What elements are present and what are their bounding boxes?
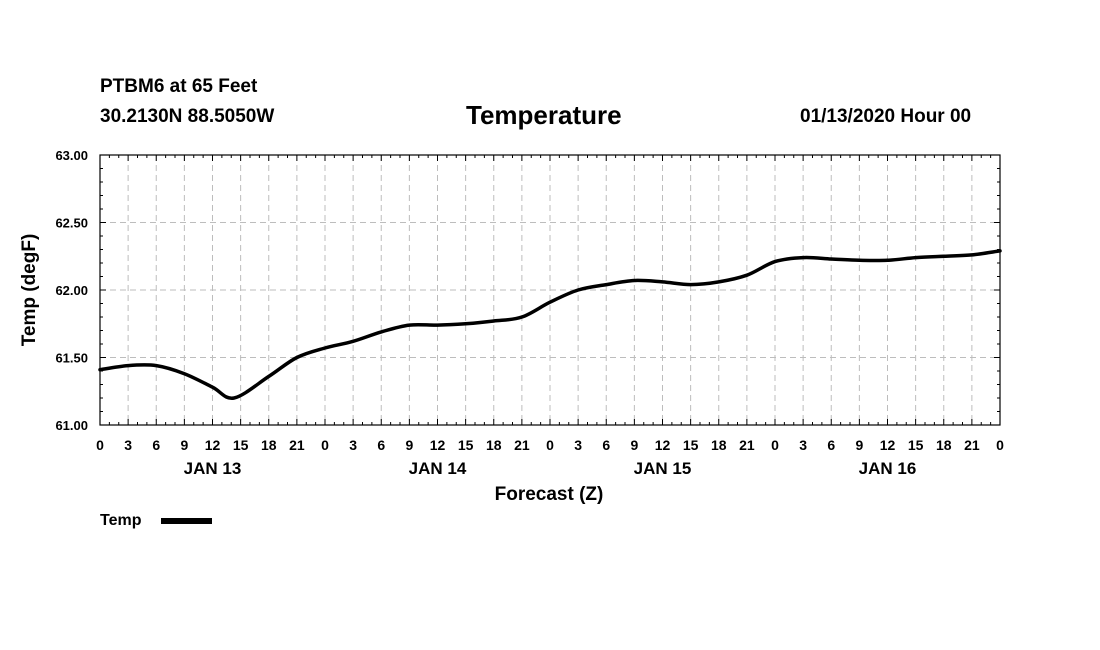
x-tick-label: 15 bbox=[683, 437, 699, 453]
x-tick-label: 18 bbox=[261, 437, 277, 453]
x-tick-label: 0 bbox=[771, 437, 779, 453]
y-tick-label: 63.00 bbox=[55, 148, 88, 163]
x-axis-label: Forecast (Z) bbox=[495, 484, 604, 505]
grid-lines bbox=[100, 155, 1000, 425]
x-tick-label: 15 bbox=[233, 437, 249, 453]
x-tick-label: 3 bbox=[799, 437, 807, 453]
x-tick-label: 21 bbox=[964, 437, 980, 453]
x-tick-label: 18 bbox=[711, 437, 727, 453]
day-label: JAN 15 bbox=[634, 459, 692, 478]
x-tick-label: 0 bbox=[321, 437, 329, 453]
station-label: PTBM6 at 65 Feet bbox=[100, 76, 258, 97]
axis-ticks bbox=[99, 154, 1001, 426]
day-labels: JAN 13 JAN 14 JAN 15 JAN 16 bbox=[184, 459, 917, 478]
x-tick-label: 9 bbox=[180, 437, 188, 453]
legend-label: Temp bbox=[100, 512, 142, 529]
forecast-run-label: 01/13/2020 Hour 00 bbox=[800, 106, 972, 127]
x-tick-label: 18 bbox=[936, 437, 952, 453]
x-tick-label: 9 bbox=[405, 437, 413, 453]
x-tick-label: 12 bbox=[880, 437, 896, 453]
x-tick-label: 6 bbox=[152, 437, 160, 453]
x-tick-labels: 0 3 6 9 12 15 18 21 0 3 6 9 12 15 18 21 0 3 6 9 12 15 18 21 0 3 6 9… bbox=[96, 437, 1004, 453]
x-tick-label: 9 bbox=[855, 437, 863, 453]
x-tick-label: 3 bbox=[124, 437, 132, 453]
day-label: JAN 14 bbox=[409, 459, 467, 478]
x-tick-label: 21 bbox=[739, 437, 755, 453]
x-tick-label: 9 bbox=[630, 437, 638, 453]
y-tick-label: 61.50 bbox=[55, 351, 88, 366]
x-tick-label: 6 bbox=[827, 437, 835, 453]
y-tick-label: 62.00 bbox=[55, 283, 88, 298]
x-tick-label: 12 bbox=[655, 437, 671, 453]
x-tick-label: 0 bbox=[96, 437, 104, 453]
x-tick-label: 21 bbox=[289, 437, 305, 453]
x-tick-label: 15 bbox=[458, 437, 474, 453]
coordinates-label: 30.2130N 88.5050W bbox=[100, 106, 275, 127]
x-tick-label: 3 bbox=[574, 437, 582, 453]
x-tick-label: 6 bbox=[602, 437, 610, 453]
y-axis-label: Temp (degF) bbox=[19, 234, 40, 347]
chart-title: Temperature bbox=[466, 100, 622, 130]
y-tick-labels: 61.00 61.50 62.00 62.50 63.00 bbox=[55, 148, 88, 433]
day-label: JAN 16 bbox=[859, 459, 917, 478]
x-tick-label: 15 bbox=[908, 437, 924, 453]
x-tick-label: 12 bbox=[430, 437, 446, 453]
x-tick-label: 18 bbox=[486, 437, 502, 453]
x-tick-label: 21 bbox=[514, 437, 530, 453]
x-tick-label: 3 bbox=[349, 437, 357, 453]
y-tick-label: 62.50 bbox=[55, 216, 88, 231]
x-tick-label: 0 bbox=[546, 437, 554, 453]
x-tick-label: 6 bbox=[377, 437, 385, 453]
x-tick-label: 12 bbox=[205, 437, 221, 453]
day-label: JAN 13 bbox=[184, 459, 242, 478]
series-group bbox=[98, 249, 1002, 400]
y-tick-label: 61.00 bbox=[55, 418, 88, 433]
x-tick-label: 0 bbox=[996, 437, 1004, 453]
